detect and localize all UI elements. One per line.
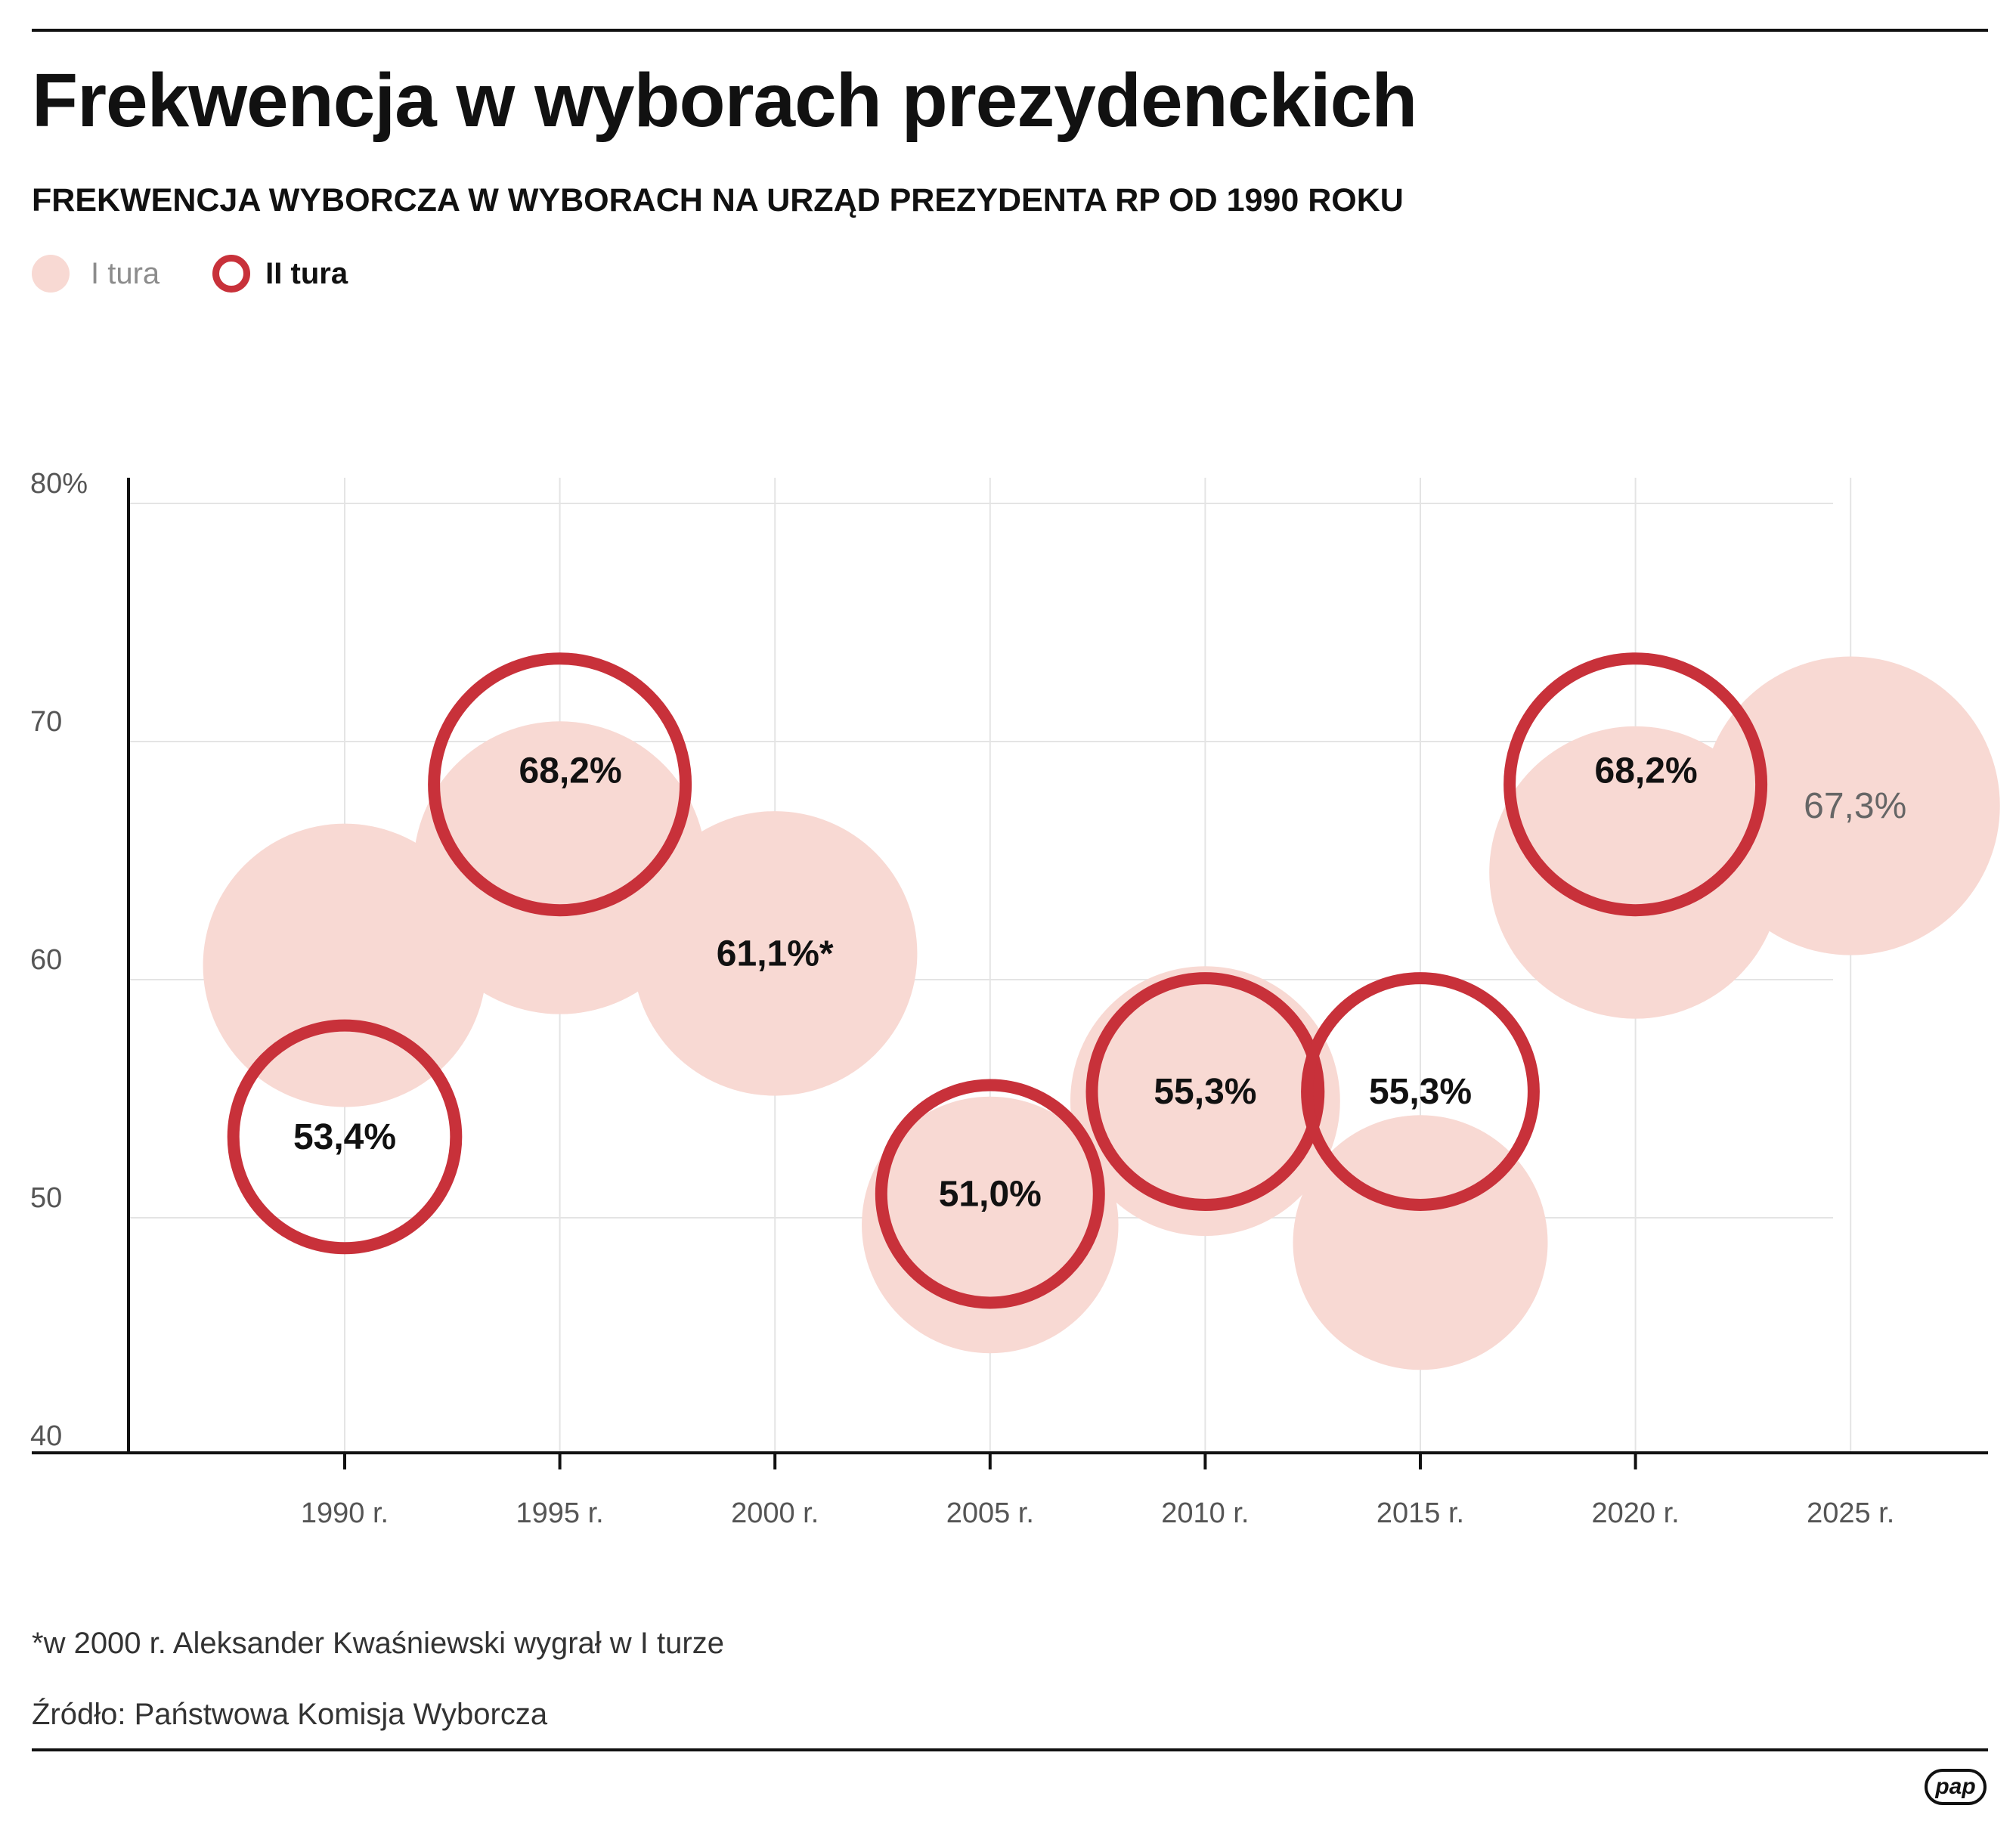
round2-point bbox=[428, 652, 692, 917]
round1-point bbox=[203, 823, 487, 1107]
data-labels: 61,1%* 67,3% 53,4% 68,2% 51,0% 55,3% 55,3% 68,2… bbox=[293, 751, 1906, 1215]
x-tick-label: 1990 r. bbox=[301, 1497, 389, 1529]
legend-label-round1: I tura bbox=[91, 257, 160, 290]
turnout-chart: 61,1%* 67,3% 53,4% 68,2% 51,0% 55,3% 55,3% 68,2… bbox=[30, 468, 2000, 1529]
y-tick-label: 50 bbox=[30, 1182, 62, 1214]
source-note: Źródło: Państwowa Komisja Wyborcza bbox=[32, 1698, 548, 1731]
round2-point bbox=[875, 1079, 1105, 1309]
x-tick-label: 2015 r. bbox=[1377, 1497, 1464, 1529]
round1-point bbox=[1701, 656, 2000, 955]
bottom-rule bbox=[32, 1748, 1988, 1751]
round1-points bbox=[203, 656, 2000, 1370]
round2-point bbox=[1301, 972, 1540, 1211]
axes: 40 50 60 70 80% 1990 r. 1995 r. 2000 r. 2005 r. 2… bbox=[30, 468, 1988, 1529]
data-label: 67,3% bbox=[1804, 786, 1906, 826]
data-label: 55,3% bbox=[1154, 1072, 1256, 1112]
round1-point bbox=[413, 721, 707, 1014]
chart-subtitle: FREKWENCJA WYBORCZA W WYBORACH NA URZĄD … bbox=[32, 182, 1404, 218]
legend-item-round2: II tura bbox=[212, 255, 348, 293]
x-tick-label: 1995 r. bbox=[516, 1497, 603, 1529]
x-tick-label: 2000 r. bbox=[731, 1497, 819, 1529]
top-rule bbox=[32, 29, 1988, 32]
legend-item-round1: I tura bbox=[32, 255, 159, 293]
data-label: 61,1%* bbox=[717, 934, 834, 974]
round2-points bbox=[227, 652, 1768, 1309]
chart-title: Frekwencja w wyborach prezydenckich bbox=[32, 58, 1417, 143]
x-tick-label: 2010 r. bbox=[1161, 1497, 1249, 1529]
round2-point bbox=[227, 1019, 463, 1255]
data-label: 68,2% bbox=[519, 751, 622, 791]
data-label: 55,3% bbox=[1369, 1072, 1472, 1112]
round2-point bbox=[1503, 652, 1768, 917]
round1-point bbox=[632, 811, 918, 1096]
data-label: 53,4% bbox=[293, 1117, 396, 1157]
y-tick-label: 70 bbox=[30, 706, 62, 738]
y-tick-label: 40 bbox=[30, 1420, 62, 1452]
data-label: 51,0% bbox=[939, 1175, 1042, 1215]
x-tick-label: 2005 r. bbox=[946, 1497, 1034, 1529]
footnote: *w 2000 r. Aleksander Kwaśniewski wygrał… bbox=[32, 1627, 724, 1660]
legend: I tura II tura bbox=[32, 252, 401, 295]
x-tick-label: 2025 r. bbox=[1807, 1497, 1894, 1529]
y-tick-label: 60 bbox=[30, 944, 62, 976]
x-tick-label: 2020 r. bbox=[1591, 1497, 1679, 1529]
y-tick-label: 80% bbox=[30, 468, 88, 500]
round2-point bbox=[1085, 972, 1325, 1211]
data-label: 68,2% bbox=[1595, 751, 1698, 791]
round1-swatch-icon bbox=[32, 255, 70, 293]
round1-point bbox=[1070, 966, 1340, 1237]
pap-logo: pap bbox=[1925, 1769, 1987, 1805]
legend-label-round2: II tura bbox=[265, 257, 348, 290]
round2-swatch-icon bbox=[212, 255, 251, 293]
